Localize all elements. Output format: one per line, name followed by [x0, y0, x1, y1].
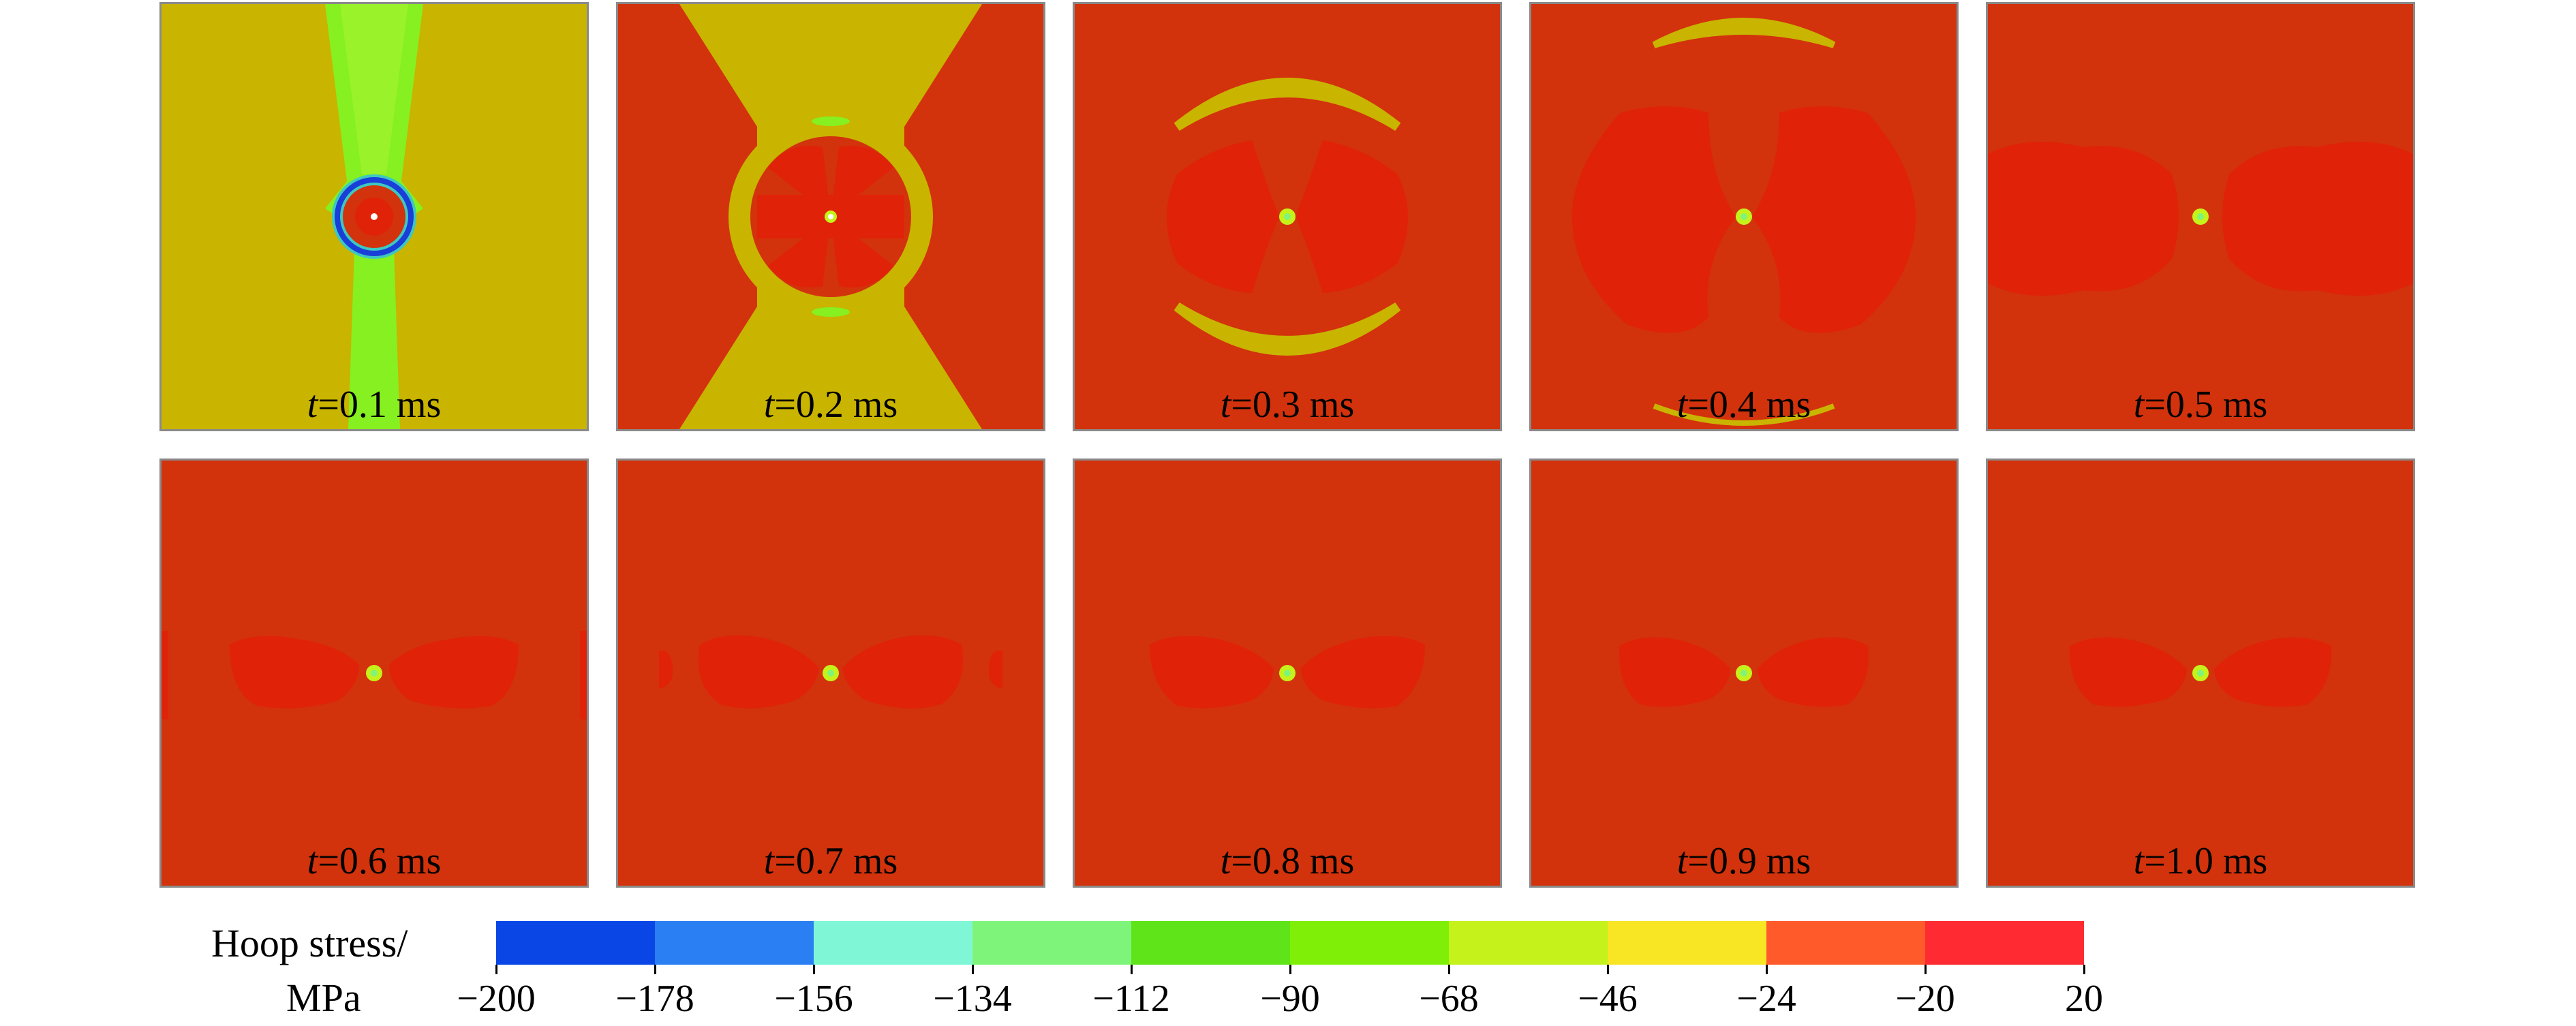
panel-time-label: t=0.3 ms [1220, 384, 1355, 426]
panel-t-1-0: t=1.0 ms [1986, 458, 2415, 888]
panel-time-label: t=1.0 ms [2133, 840, 2268, 882]
panel-t-0-1: t=0.1 ms [159, 2, 589, 431]
colorbar-segment [1925, 921, 2084, 965]
colorbar-tick-mark [654, 965, 656, 974]
panel-time-label: t=0.6 ms [307, 840, 442, 882]
stress-field-0-7 [618, 461, 1043, 886]
colorbar-segment [972, 921, 1131, 965]
colorbar-tick-label: 20 [2065, 978, 2103, 1020]
colorbar-segment [655, 921, 814, 965]
panel-t-0-2: t=0.2 ms [616, 2, 1045, 431]
stress-wave-arc [1652, 18, 1836, 48]
colorbar-tick-label: −90 [1260, 978, 1320, 1020]
colorbar-tick-label: −134 [933, 978, 1012, 1020]
colorbar-segment [1608, 921, 1766, 965]
panel-time-label: t=0.1 ms [307, 384, 442, 426]
colorbar-tick-mark [1924, 965, 1927, 974]
colorbar-tick-mark [1289, 965, 1291, 974]
colorbar-tick-label: −20 [1895, 978, 1955, 1020]
colorbar-segment [496, 921, 655, 965]
colorbar-tick-mark [812, 965, 815, 974]
colorbar-segment [1290, 921, 1449, 965]
colorbar-tick-label: −156 [774, 978, 853, 1020]
colorbar-tick-mark [1606, 965, 1609, 974]
colorbar-segment [1131, 921, 1290, 965]
stress-field-0-3 [1075, 4, 1500, 429]
stress-field-0-4 [1531, 4, 1957, 429]
panel-t-0-3: t=0.3 ms [1073, 2, 1502, 431]
panel-t-0-8: t=0.8 ms [1073, 458, 1502, 888]
colorbar-segment [1766, 921, 1925, 965]
colorbar-tick-label: −200 [457, 978, 536, 1020]
colorbar-tick-mark [495, 965, 497, 974]
stress-wave-arc [1174, 78, 1401, 131]
colorbar-tick-label: −24 [1736, 978, 1796, 1020]
borehole [371, 213, 378, 220]
stress-wave-arc [1174, 302, 1401, 356]
colorbar-tick-mark [1130, 965, 1133, 974]
colorbar-tick-mark [1765, 965, 1768, 974]
colorbar-unit: MPa [286, 976, 361, 1020]
colorbar-bar [496, 921, 2084, 965]
stress-field-0-5 [1988, 4, 2413, 429]
colorbar-tick-mark [2083, 965, 2085, 974]
colorbar-tick-label: −46 [1578, 978, 1638, 1020]
panel-t-0-4: t=0.4 ms [1529, 2, 1959, 431]
stress-field-1-0 [1988, 461, 2413, 886]
stress-field-0-9 [1531, 461, 1957, 886]
colorbar-tick-label: −178 [615, 978, 694, 1020]
panel-time-label: t=0.2 ms [763, 384, 898, 426]
panel-t-0-7: t=0.7 ms [616, 458, 1045, 888]
stress-field-0-8 [1075, 461, 1500, 886]
colorbar-title: Hoop stress/ [211, 921, 408, 965]
colorbar-segment [1449, 921, 1608, 965]
stress-field-0-6 [162, 461, 587, 886]
panel-t-0-6: t=0.6 ms [159, 458, 589, 888]
stress-field-0-1 [162, 4, 587, 429]
colorbar-tick-mark [971, 965, 974, 974]
stress-field-0-2 [618, 4, 1043, 429]
panel-time-label: t=0.7 ms [763, 840, 898, 882]
colorbar-tick-label: −68 [1419, 978, 1479, 1020]
panel-time-label: t=0.5 ms [2133, 384, 2268, 426]
panel-t-0-9: t=0.9 ms [1529, 458, 1959, 888]
panel-time-label: t=0.8 ms [1220, 840, 1355, 882]
colorbar-segment [814, 921, 972, 965]
panel-time-label: t=0.9 ms [1676, 840, 1811, 882]
panel-t-0-5: t=0.5 ms [1986, 2, 2415, 431]
colorbar-tick-label: −112 [1092, 978, 1170, 1020]
colorbar-tick-mark [1447, 965, 1450, 974]
panel-time-label: t=0.4 ms [1676, 384, 1811, 426]
